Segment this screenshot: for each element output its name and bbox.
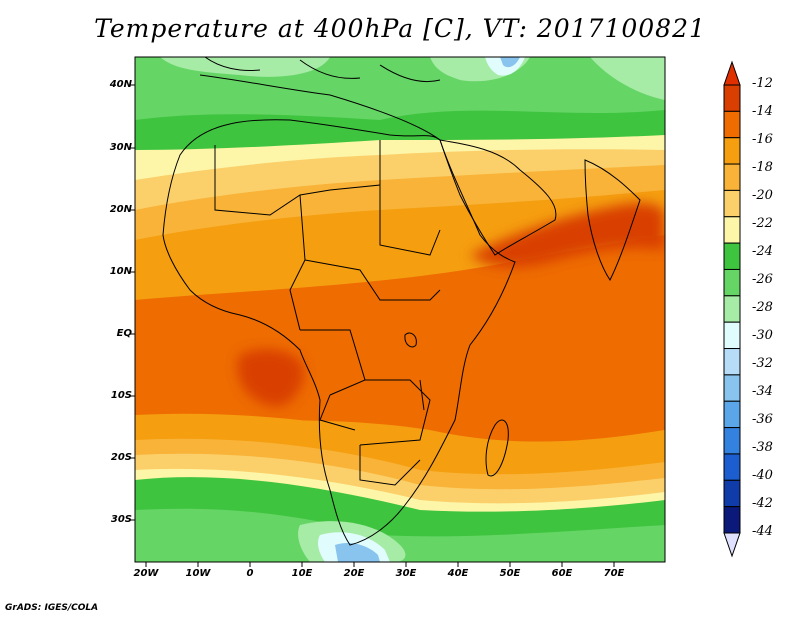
lat-label-10s: 10S [110, 390, 132, 401]
colorbar-swatch-13 [723, 427, 741, 455]
colorbar-label: -14 [752, 104, 773, 119]
india-coast [584, 159, 641, 281]
colorbar-label: -26 [752, 272, 773, 287]
colorbar-swatch-6 [723, 242, 741, 270]
lon-label-20e: 20E [343, 568, 365, 579]
lat-label-30s: 30S [110, 514, 132, 525]
colorbar-swatch-11 [723, 374, 741, 402]
lat-label-10n: 10N [109, 266, 132, 277]
field-band--26-south [135, 508, 665, 562]
colorbar-label: -12 [752, 76, 773, 91]
colorbar-swatch-15 [723, 479, 741, 508]
colorbar-label: -36 [752, 412, 773, 427]
field-patch--34-s [335, 543, 380, 562]
plot-frame [134, 56, 666, 563]
europe-islands [204, 57, 441, 83]
colorbar-label: -22 [752, 216, 773, 231]
arabia-coast [439, 139, 557, 256]
colorbar-swatch-1 [723, 110, 741, 139]
colorbar-swatch-16 [723, 506, 741, 534]
colorbar [723, 60, 741, 558]
colorbar-swatch-4 [723, 189, 741, 218]
colorbar-label: -32 [752, 356, 773, 371]
colorbar-swatch-10 [723, 348, 741, 376]
colorbar-swatch-3 [723, 163, 741, 191]
colorbar-label: -42 [752, 496, 773, 511]
lon-label-0: 0 [246, 568, 254, 579]
lat-label-40n: 40N [109, 79, 132, 90]
lat-label-20s: 20S [110, 452, 132, 463]
lon-label-10e: 10E [291, 568, 313, 579]
colorbar-swatch-8 [723, 295, 741, 323]
africa-coast [162, 119, 516, 546]
colorbar-label: -18 [752, 160, 773, 175]
field-patch--28-nw [160, 57, 330, 77]
lon-label-50e: 50E [499, 568, 521, 579]
colorbar-swatch-14 [723, 453, 741, 481]
axis-ticks [130, 84, 615, 567]
field-patch--34-n [500, 57, 520, 68]
lon-label-70e: 70E [603, 568, 625, 579]
field-hotspot-guinea [237, 348, 305, 407]
europe-coast [199, 74, 441, 141]
colorbar-label: -30 [752, 328, 773, 343]
colorbar-label: -20 [752, 188, 773, 203]
field-hotspot-arabia [470, 203, 665, 268]
colorbar-label: -40 [752, 468, 773, 483]
lon-label-20w: 20W [133, 568, 159, 579]
madagascar-coast [485, 419, 509, 477]
lon-label-60e: 60E [551, 568, 573, 579]
great-lakes [404, 332, 425, 411]
lat-label-20n: 20N [109, 204, 132, 215]
colorbar-swatch-5 [723, 216, 741, 244]
grads-credit: GrADS: IGES/COLA [5, 603, 99, 613]
lat-label-eq: EQ [116, 328, 132, 339]
map-title: Temperature at 400hPa [C], VT: 201710082… [94, 14, 706, 43]
country-borders [214, 140, 441, 486]
temperature-field [135, 57, 665, 562]
colorbar-label: -24 [752, 244, 773, 259]
colorbar-bottom-arrow [723, 532, 741, 558]
colorbar-label: -16 [752, 132, 773, 147]
lon-label-10w: 10W [185, 568, 211, 579]
colorbar-swatch-2 [723, 137, 741, 165]
colorbar-swatch-9 [723, 321, 741, 350]
colorbar-swatch-0 [723, 84, 741, 112]
lat-label-30n: 30N [109, 142, 132, 153]
colorbar-swatch-12 [723, 400, 741, 429]
colorbar-label: -44 [752, 524, 773, 539]
colorbar-label: -28 [752, 300, 773, 315]
colorbar-swatch-7 [723, 268, 741, 297]
colorbar-label: -34 [752, 384, 773, 399]
lon-label-40e: 40E [447, 568, 469, 579]
colorbar-label: -38 [752, 440, 773, 455]
colorbar-top-arrow [723, 60, 741, 86]
lon-label-30e: 30E [395, 568, 417, 579]
coastlines [162, 57, 641, 546]
field-patch--28-ne [590, 57, 665, 100]
